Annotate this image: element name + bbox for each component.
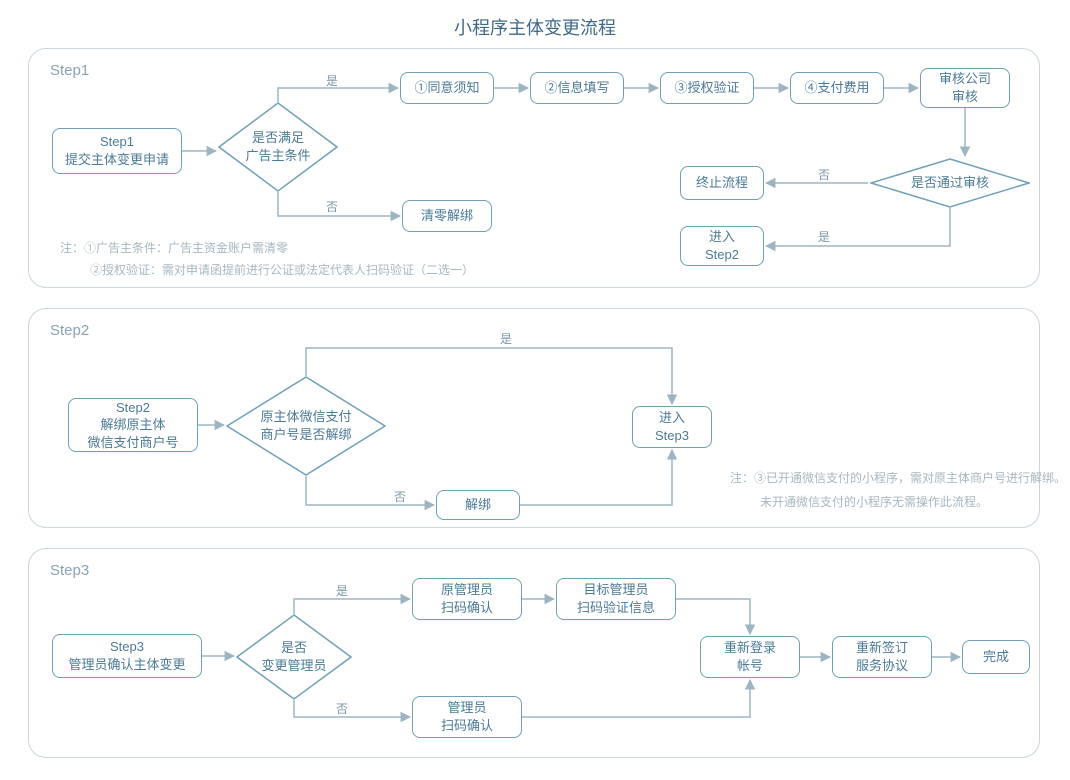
node-pay: ④支付费用 [790,72,884,104]
node-goto-step2: 进入Step2 [680,226,764,266]
diamond-ad-condition: 是否满足广告主条件 [218,102,338,192]
node-clear-unbind: 清零解绑 [402,200,492,232]
node-done: 完成 [962,640,1030,674]
lbl-s3-no: 否 [336,700,348,717]
node-fill-info: ②信息填写 [530,72,624,104]
lbl-s1d2-yes: 是 [818,228,830,245]
diamond-unbind: 原主体微信支付商户号是否解绑 [226,376,386,476]
node-orig-admin-scan: 原管理员扫码确认 [412,578,522,620]
page-title: 小程序主体变更流程 [0,14,1070,40]
lbl-s1d2-no: 否 [818,166,830,183]
node-admin-scan: 管理员扫码确认 [412,696,522,738]
node-step1-start: Step1提交主体变更申请 [52,128,182,174]
node-step3-start: Step3管理员确认主体变更 [52,634,202,678]
lbl-s1-no: 否 [326,198,338,215]
node-agree: ①同意须知 [400,72,494,104]
step1-label: Step1 [50,62,89,79]
node-audit: 审核公司审核 [920,68,1010,108]
node-step2-start: Step2解绑原主体微信支付商户号 [68,398,198,452]
note-step1-line2: ②授权验证：需对申请函提前进行公证或法定代表人扫码验证（二选一） [90,260,474,282]
step3-label: Step3 [50,562,89,579]
note-step1-line1: 注：①广告主条件：广告主资金账户需清零 [60,238,288,260]
node-relogin: 重新登录帐号 [700,636,800,678]
node-auth-verify: ③授权验证 [660,72,754,104]
node-unbind: 解绑 [436,490,520,520]
lbl-s3-yes: 是 [336,582,348,599]
lbl-s2-yes: 是 [500,330,512,347]
lbl-s1-yes: 是 [326,72,338,89]
flowchart-canvas: 小程序主体变更流程 Step1 Step1提交主体变更申请 是否满足广告主条件 … [0,0,1070,776]
node-target-admin-scan: 目标管理员扫码验证信息 [556,578,676,620]
diamond-audit-pass: 是否通过审核 [870,158,1030,208]
node-resign: 重新签订服务协议 [832,636,932,678]
node-stop: 终止流程 [680,166,764,200]
diamond-change-admin: 是否变更管理员 [236,614,352,700]
note-step2-line2: 未开通微信支付的小程序无需操作此流程。 [760,492,988,514]
node-goto-step3: 进入Step3 [632,406,712,448]
note-step2-line1: 注：③已开通微信支付的小程序，需对原主体商户号进行解绑。 [730,468,1066,490]
step2-label: Step2 [50,322,89,339]
lbl-s2-no: 否 [394,488,406,505]
